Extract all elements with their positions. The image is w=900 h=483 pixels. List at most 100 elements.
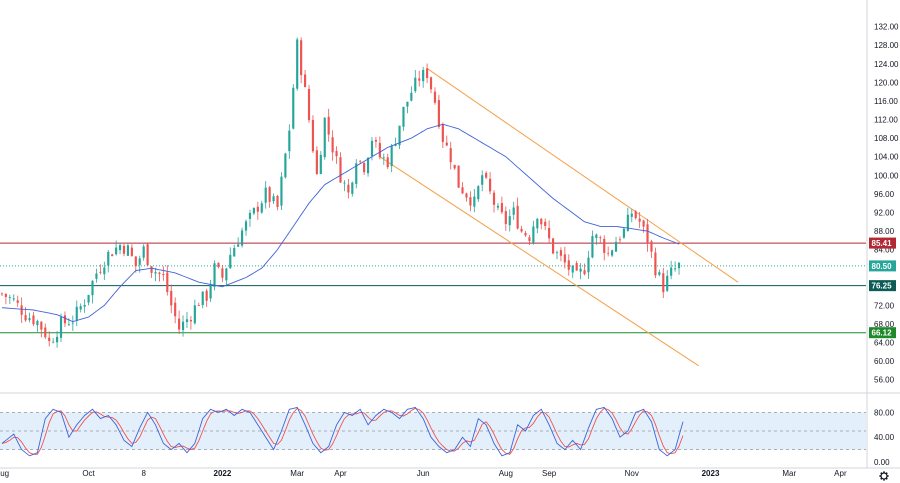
candle bbox=[504, 206, 507, 231]
candle bbox=[579, 263, 582, 280]
candle bbox=[79, 303, 82, 313]
candle-body bbox=[500, 203, 503, 213]
candle-body bbox=[579, 268, 582, 272]
candle bbox=[394, 137, 397, 147]
candle-body bbox=[111, 254, 114, 257]
candle bbox=[355, 159, 358, 189]
candle bbox=[465, 192, 468, 202]
candle bbox=[386, 153, 389, 170]
candle bbox=[508, 209, 511, 232]
candle-body bbox=[496, 205, 500, 208]
candle-body bbox=[292, 87, 295, 129]
candle-body bbox=[587, 257, 590, 273]
candle bbox=[445, 135, 448, 147]
candle bbox=[378, 136, 381, 160]
level-badge: 85.41 bbox=[869, 237, 896, 249]
candle bbox=[146, 243, 149, 266]
candle-body bbox=[288, 130, 291, 152]
candle bbox=[193, 299, 196, 325]
candle bbox=[323, 117, 326, 160]
candle-body bbox=[276, 195, 279, 207]
candle bbox=[75, 300, 78, 327]
candle bbox=[213, 260, 216, 291]
candle-body bbox=[418, 78, 421, 81]
candle-body bbox=[248, 212, 252, 219]
time-tick-label: Apr bbox=[334, 469, 347, 478]
candle-body bbox=[166, 272, 169, 293]
candle bbox=[185, 311, 189, 329]
candle-body bbox=[646, 224, 649, 244]
candle-body bbox=[44, 327, 47, 338]
price-tick-label: 96.00 bbox=[874, 190, 895, 199]
candle-body bbox=[32, 315, 35, 325]
candle bbox=[268, 186, 271, 208]
candle-body bbox=[229, 254, 232, 269]
candle-body bbox=[91, 280, 94, 296]
candle bbox=[406, 101, 409, 114]
time-tick-label: Aug bbox=[499, 469, 513, 478]
candle-body bbox=[492, 192, 496, 205]
candle bbox=[548, 220, 551, 243]
candle bbox=[567, 254, 570, 276]
candle bbox=[280, 172, 283, 211]
candle-body bbox=[571, 265, 574, 273]
candle-body bbox=[20, 305, 23, 315]
candle-body bbox=[555, 252, 559, 254]
candle-body bbox=[67, 324, 70, 326]
candle-body bbox=[268, 187, 271, 202]
candle-body bbox=[260, 203, 263, 213]
candle-body bbox=[193, 305, 196, 324]
candle bbox=[158, 271, 161, 282]
candle-body bbox=[658, 272, 661, 275]
candle bbox=[363, 161, 366, 175]
candle bbox=[237, 237, 240, 247]
candle bbox=[402, 106, 405, 131]
candle bbox=[492, 190, 496, 213]
candle bbox=[374, 136, 378, 148]
candle-body bbox=[205, 290, 208, 301]
gear-icon[interactable] bbox=[879, 471, 889, 481]
candle bbox=[398, 125, 401, 150]
candle-body bbox=[264, 187, 267, 203]
price-tick-label: 132.00 bbox=[874, 23, 899, 32]
candle bbox=[36, 319, 39, 332]
candle-body bbox=[473, 196, 476, 207]
candle-body bbox=[548, 227, 551, 239]
candle-body bbox=[323, 117, 326, 158]
candle-body bbox=[83, 304, 86, 307]
candle-body bbox=[118, 245, 122, 251]
candle bbox=[292, 84, 295, 130]
candle-body bbox=[674, 268, 677, 270]
candle-body bbox=[595, 234, 598, 239]
candle bbox=[622, 226, 625, 239]
price-tick-label: 108.00 bbox=[874, 134, 899, 143]
candle-body bbox=[567, 260, 570, 270]
candle-body bbox=[445, 142, 448, 146]
candle bbox=[418, 70, 421, 87]
level-badge: 80.50 bbox=[869, 260, 896, 272]
candle-body bbox=[213, 263, 216, 287]
descending-channel bbox=[379, 68, 739, 367]
candle-body bbox=[142, 246, 145, 258]
candle-body bbox=[130, 247, 133, 256]
price-tick-label: 120.00 bbox=[874, 78, 899, 87]
candle bbox=[48, 331, 51, 347]
price-tick-label: 124.00 bbox=[874, 60, 899, 69]
price-axis: 132.00 128.00 124.00 120.00 116.00 112.00 108.… bbox=[874, 23, 899, 385]
candle-body bbox=[63, 315, 67, 324]
candle bbox=[437, 94, 440, 130]
candle-body bbox=[0, 293, 4, 295]
candle bbox=[256, 201, 259, 220]
time-tick-label: Sep bbox=[542, 469, 557, 478]
level-badge-bg bbox=[869, 280, 896, 292]
candle bbox=[311, 115, 315, 154]
candle-body bbox=[662, 273, 665, 293]
candle-body bbox=[457, 165, 460, 188]
candle-body bbox=[221, 268, 224, 278]
candle-body bbox=[544, 221, 547, 226]
candle bbox=[559, 247, 563, 262]
candle-body bbox=[8, 297, 11, 298]
candle-body bbox=[461, 187, 464, 194]
